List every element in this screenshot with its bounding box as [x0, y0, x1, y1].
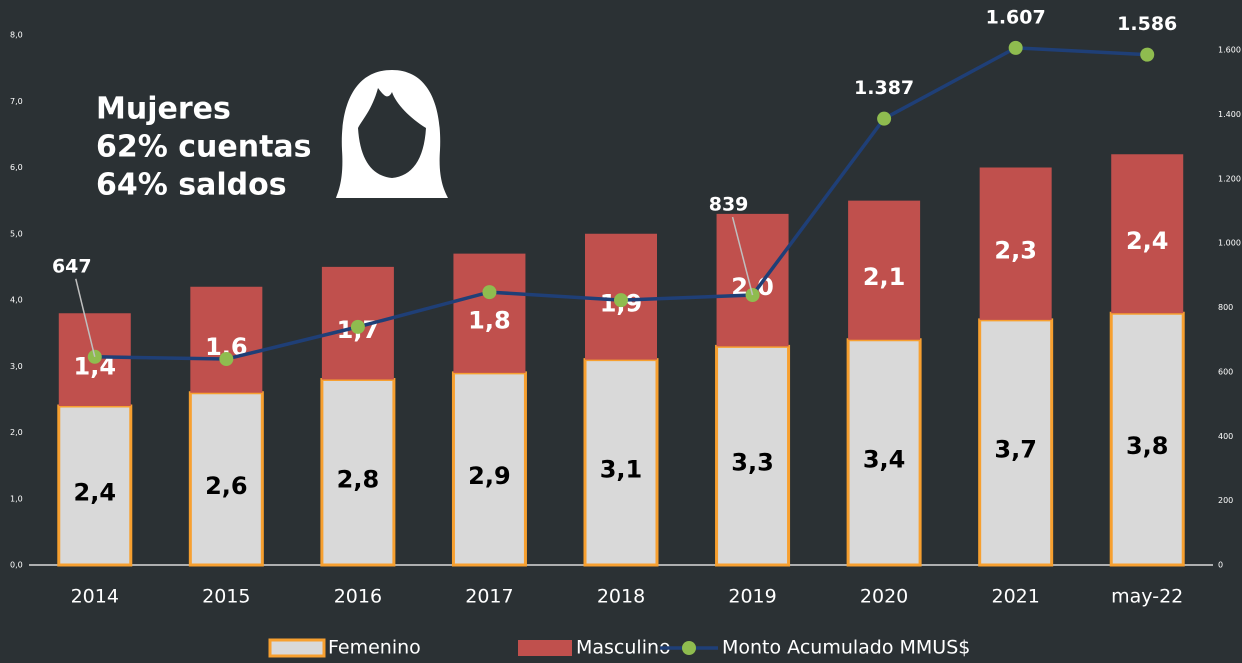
bar-label: 2,1: [863, 263, 906, 291]
leader-line: [75, 278, 96, 357]
bar-label: 3,3: [731, 449, 774, 477]
x-tick-label: 2015: [202, 586, 250, 608]
bar: [57, 404, 133, 567]
bar-label: 2,8: [337, 465, 380, 493]
bar-label: 1,8: [468, 306, 511, 334]
line-marker: [614, 293, 628, 308]
legend-swatch: [268, 638, 326, 658]
line-label: 1.586: [1117, 13, 1177, 35]
y-tick-label: 8,0: [10, 31, 23, 40]
legend-label: Masculino: [576, 637, 671, 659]
bar-label: 3,8: [1126, 432, 1169, 460]
y2-tick-label: 1.200: [1218, 174, 1241, 183]
x-tick-label: 2018: [597, 586, 645, 608]
line-marker: [219, 352, 234, 367]
y-tick-label: 3,0: [10, 362, 23, 371]
y-tick-label: 6,0: [10, 163, 23, 172]
y2-tick-label: 1.600: [1218, 46, 1241, 55]
bar-label: 3,4: [863, 445, 906, 473]
y2-tick-label: 0: [1218, 561, 1223, 570]
y-tick-label: 5,0: [10, 229, 23, 238]
line-label: 839: [709, 194, 749, 216]
y-tick-label: 0,0: [10, 561, 23, 570]
x-tick-label: 2014: [71, 586, 119, 608]
bar-label: 2,3: [994, 237, 1037, 265]
y-tick-label: 2,0: [10, 428, 23, 437]
bar: [583, 358, 659, 567]
bar: [848, 200, 921, 340]
line-label: 1.387: [854, 77, 914, 99]
y2-tick-label: 600: [1218, 367, 1233, 376]
y-tick-label: 7,0: [10, 97, 23, 106]
bar: [453, 253, 526, 373]
line-label: 1.607: [986, 6, 1046, 28]
annotation: Mujeres: [96, 92, 231, 127]
bar: [1111, 154, 1184, 314]
line-marker: [1140, 47, 1155, 62]
y2-tick-label: 400: [1218, 432, 1233, 441]
y2-tick-label: 200: [1218, 496, 1233, 505]
x-tick-label: may-22: [1111, 586, 1183, 608]
legend-swatch: [518, 640, 572, 656]
bar-label: 2,4: [1126, 227, 1169, 255]
bar: [190, 286, 263, 393]
line-marker: [877, 111, 892, 126]
line-label: 647: [52, 255, 92, 277]
annotation: 64% saldos: [96, 168, 287, 203]
bar: [979, 167, 1052, 320]
x-tick-label: 2016: [334, 586, 382, 608]
y2-tick-label: 1.000: [1218, 239, 1241, 248]
legend-marker: [682, 641, 696, 655]
x-tick-label: 2020: [860, 586, 908, 608]
bar-label: 2,9: [468, 462, 511, 490]
bar: [320, 378, 396, 567]
bar-label: 2,4: [74, 479, 117, 507]
x-tick-label: 2019: [728, 586, 776, 608]
woman-icon: [336, 70, 448, 198]
y2-tick-label: 800: [1218, 303, 1233, 312]
bar: [188, 391, 264, 567]
x-tick-label: 2017: [465, 586, 513, 608]
legend-label: Monto Acumulado MMUS$: [722, 637, 970, 659]
bar-label: 3,1: [600, 455, 643, 483]
y2-tick-label: 1.400: [1218, 110, 1241, 119]
bar: [716, 213, 789, 347]
bar-label: 3,7: [994, 435, 1037, 463]
bar: [1109, 311, 1185, 567]
line-marker: [1008, 40, 1023, 55]
line-marker: [482, 285, 497, 300]
y-tick-label: 1,0: [10, 494, 23, 503]
y-tick-label: 4,0: [10, 296, 23, 305]
bar: [451, 371, 527, 567]
legend-label: Femenino: [328, 637, 421, 659]
annotation: 62% cuentas: [96, 130, 312, 165]
bar: [846, 338, 922, 567]
leader-line: [731, 216, 754, 296]
bar-label: 2,6: [205, 472, 248, 500]
x-tick-label: 2021: [991, 586, 1039, 608]
line-marker: [350, 319, 365, 334]
